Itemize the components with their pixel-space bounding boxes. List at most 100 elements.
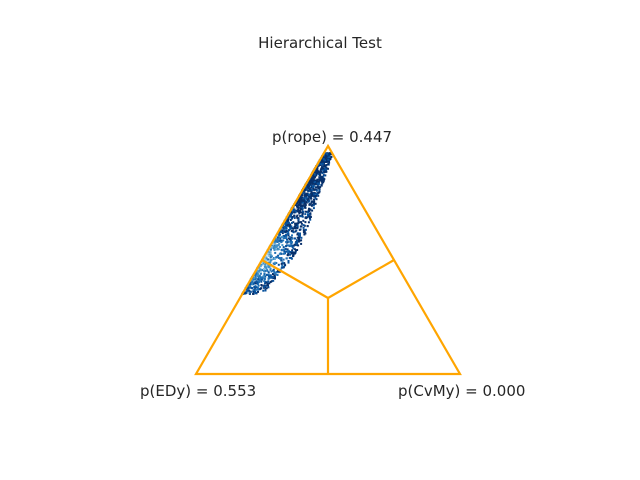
sample-point — [267, 277, 270, 280]
sample-point — [275, 273, 278, 276]
sample-point — [263, 280, 266, 283]
sample-point — [308, 181, 311, 184]
sample-point — [292, 221, 295, 224]
sample-point — [319, 174, 322, 177]
sample-point — [287, 240, 290, 243]
ternary-frame — [194, 143, 462, 376]
sample-point — [248, 291, 251, 294]
sample-point — [272, 258, 275, 260]
sample-point — [297, 240, 300, 243]
sample-point — [279, 257, 281, 260]
sample-point — [295, 249, 297, 252]
sample-point — [287, 244, 290, 247]
sample-point — [301, 207, 304, 210]
sample-point — [260, 280, 263, 283]
sample-point — [301, 214, 304, 217]
sample-point — [319, 161, 322, 164]
sample-point — [262, 262, 265, 265]
sample-point — [294, 248, 296, 251]
sample-point — [263, 284, 266, 287]
sample-point — [321, 178, 324, 181]
sample-point — [310, 184, 313, 187]
sample-point — [273, 249, 276, 251]
sample-point — [326, 153, 329, 155]
sample-point — [312, 207, 315, 210]
sample-point — [322, 158, 325, 161]
sample-point — [323, 161, 326, 163]
sample-point — [272, 279, 275, 282]
sample-point — [306, 225, 309, 227]
sample-point — [324, 156, 327, 159]
sample-point — [264, 289, 267, 292]
sample-point — [311, 176, 314, 179]
sample-point — [324, 165, 327, 167]
sample-point — [281, 232, 284, 235]
sample-point — [290, 252, 293, 254]
sample-point — [293, 211, 296, 214]
sample-point — [304, 204, 307, 207]
sample-point — [283, 225, 286, 228]
sample-point — [275, 262, 278, 264]
sample-point — [298, 202, 301, 205]
sample-point — [303, 198, 306, 201]
sample-point — [315, 180, 318, 183]
sample-point — [262, 286, 265, 289]
sample-point — [319, 162, 322, 165]
sample-point — [271, 243, 274, 245]
sample-point — [299, 195, 302, 198]
sample-point — [302, 192, 305, 195]
sample-point — [308, 215, 311, 218]
sample-point — [312, 191, 315, 194]
sample-point — [303, 202, 306, 205]
sample-point — [251, 280, 254, 283]
sample-point — [283, 251, 286, 254]
sample-point — [267, 265, 270, 268]
sample-point — [299, 205, 302, 208]
sample-point — [313, 176, 316, 179]
sample-point — [303, 224, 306, 227]
sample-point — [288, 236, 291, 238]
sample-point — [290, 215, 292, 218]
sample-point — [301, 213, 304, 215]
sample-point — [280, 241, 283, 244]
sample-point — [324, 167, 327, 170]
sample-point — [291, 246, 294, 248]
sample-point — [293, 217, 296, 219]
sample-point — [282, 248, 285, 251]
sample-point — [320, 177, 323, 180]
sample-point — [270, 248, 272, 251]
sample-point — [294, 210, 297, 213]
sample-point — [313, 173, 316, 176]
sample-point — [265, 256, 268, 258]
sample-point — [260, 276, 263, 279]
sample-point — [285, 236, 288, 239]
sample-point — [257, 284, 260, 287]
sample-point — [279, 237, 282, 240]
sample-point — [281, 236, 284, 238]
sample-point — [319, 171, 322, 174]
sample-point — [306, 188, 309, 191]
sample-point — [296, 224, 299, 227]
sample-point — [270, 276, 273, 279]
sample-point — [289, 241, 292, 244]
sample-point — [258, 269, 261, 272]
sample-point — [276, 256, 279, 259]
sample-point — [286, 231, 289, 234]
sample-point — [267, 271, 270, 274]
sample-point — [307, 197, 310, 200]
sample-point — [290, 214, 293, 217]
sample-point — [311, 180, 314, 183]
sample-point — [310, 186, 313, 189]
sample-point — [320, 170, 323, 173]
sample-point — [301, 194, 304, 197]
sample-point — [296, 242, 299, 244]
sample-point — [268, 265, 271, 268]
sample-point — [319, 170, 322, 173]
sample-point — [267, 255, 270, 258]
sample-point — [324, 158, 327, 161]
sample-point — [315, 168, 318, 171]
sample-point — [291, 210, 294, 213]
sample-point — [305, 200, 308, 203]
sample-point — [277, 254, 280, 257]
sample-point — [282, 239, 285, 242]
